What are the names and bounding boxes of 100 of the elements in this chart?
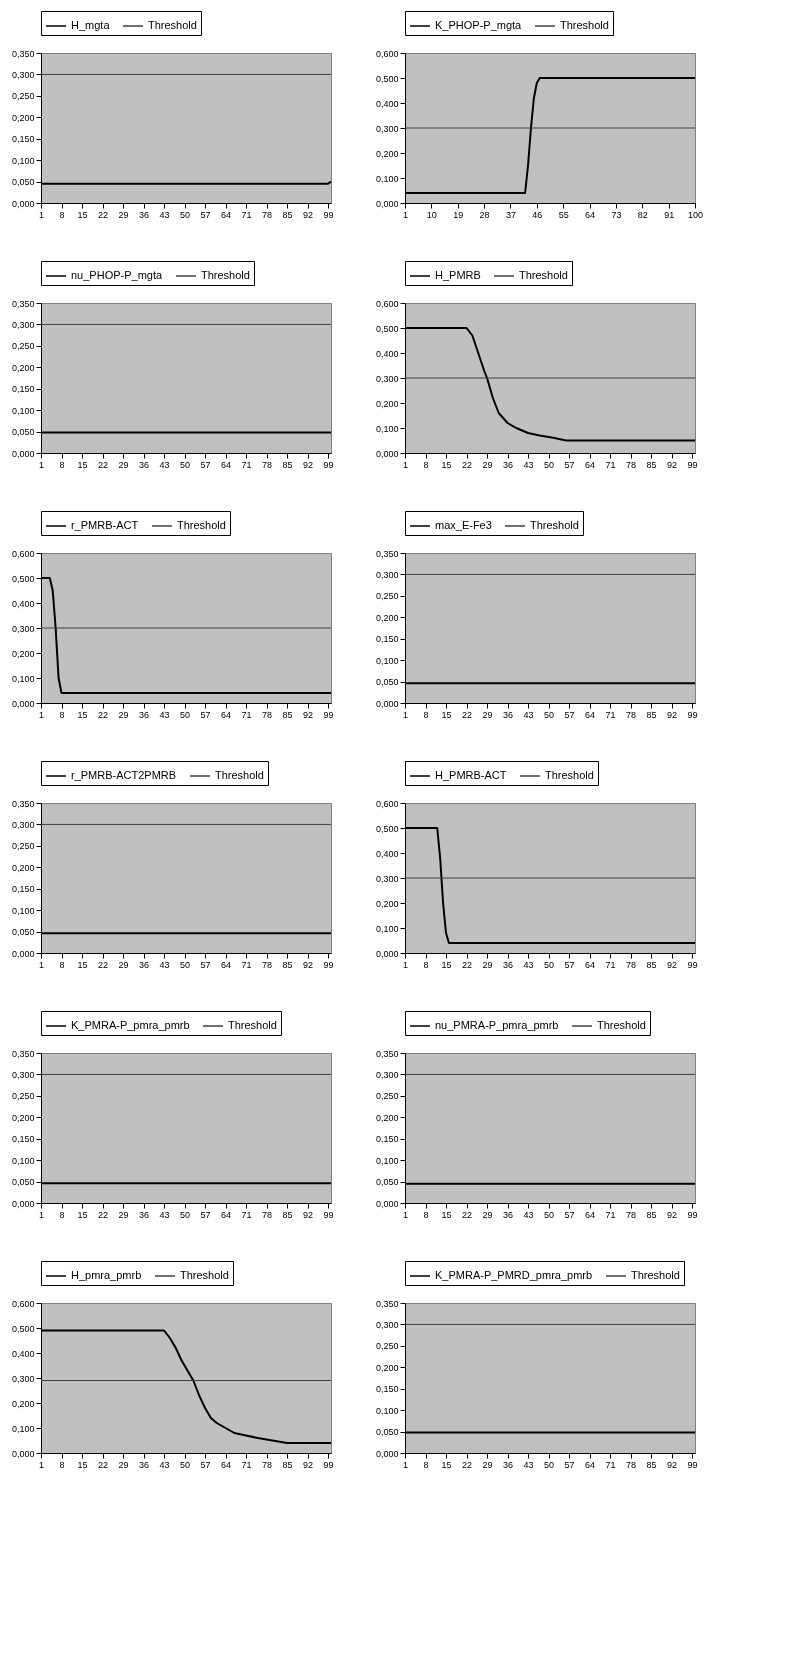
x-tick-label: 92 (303, 459, 314, 470)
x-tick-label: 64 (585, 209, 596, 220)
x-tick-label: 71 (605, 709, 616, 720)
x-tick-label: 1 (38, 709, 45, 720)
x-tick-label: 43 (523, 1209, 534, 1220)
x-tick-label: 57 (200, 209, 211, 220)
y-tick-label: 0,500 (11, 573, 35, 584)
x-tick-label: 64 (221, 709, 232, 720)
y-tick-label: 0,050 (375, 677, 399, 688)
legend-label: Threshold (530, 519, 579, 531)
y-tick-label: 0,100 (375, 1405, 399, 1416)
legend-label: H_PMRB-ACT (435, 769, 507, 781)
x-tick-label: 50 (180, 709, 191, 720)
x-tick-label: 82 (637, 209, 648, 220)
x-tick-label: 85 (282, 209, 293, 220)
y-tick-label: 0,150 (11, 1134, 35, 1145)
y-tick-label: 0,100 (11, 1423, 35, 1434)
y-tick-label: 0,200 (11, 648, 35, 659)
x-tick-label: 50 (544, 1459, 555, 1470)
x-tick-label: 29 (118, 209, 129, 220)
y-tick-label: 0,350 (11, 298, 35, 309)
y-tick-label: 0,300 (375, 123, 399, 134)
x-tick-label: 64 (585, 959, 596, 970)
x-tick-label: 50 (544, 959, 555, 970)
x-tick-label: 19 (453, 209, 464, 220)
y-tick-label: 0,200 (11, 1112, 35, 1123)
x-tick-label: 15 (77, 459, 88, 470)
x-tick-label: 8 (59, 459, 65, 470)
legend-label: r_PMRB-ACT (71, 519, 139, 531)
x-tick-label: 55 (558, 209, 569, 220)
x-tick-label: 8 (423, 1459, 429, 1470)
y-tick-label: 0,350 (375, 1298, 399, 1309)
y-tick-label: 0,150 (11, 884, 35, 895)
y-tick-label: 0,250 (11, 91, 35, 102)
x-tick-label: 15 (77, 1459, 88, 1470)
x-tick-label: 46 (532, 209, 543, 220)
y-tick-label: 0,000 (375, 698, 399, 709)
y-tick-label: 0,600 (11, 1298, 35, 1309)
x-tick-label: 100 (687, 209, 704, 220)
x-tick-label: 50 (544, 459, 555, 470)
x-tick-label: 22 (98, 709, 109, 720)
x-tick-label: 99 (687, 1459, 698, 1470)
x-tick-label: 8 (59, 209, 65, 220)
x-tick-label: 71 (241, 1209, 252, 1220)
x-tick-label: 78 (262, 959, 273, 970)
x-tick-label: 1 (402, 959, 409, 970)
x-tick-label: 71 (241, 209, 252, 220)
x-tick-label: 22 (462, 1459, 473, 1470)
x-tick-label: 29 (118, 1209, 129, 1220)
legend-label: Threshold (560, 19, 609, 31)
x-tick-label: 36 (503, 1459, 514, 1470)
x-tick-label: 22 (98, 209, 109, 220)
x-tick-label: 1 (402, 459, 409, 470)
legend-label: nu_PMRA-P_pmra_pmrb (435, 1019, 559, 1031)
y-tick-label: 0,300 (375, 373, 399, 384)
x-tick-label: 92 (303, 1209, 314, 1220)
legend-label: Threshold (631, 1269, 680, 1281)
y-tick-label: 0,150 (375, 1384, 399, 1395)
x-tick-label: 15 (441, 1459, 452, 1470)
y-tick-label: 0,000 (11, 698, 35, 709)
x-tick-label: 1 (402, 709, 409, 720)
y-tick-label: 0,300 (11, 819, 35, 830)
y-tick-label: 0,300 (11, 1069, 35, 1080)
y-tick-label: 0,100 (375, 173, 399, 184)
y-tick-label: 0,400 (375, 848, 399, 859)
x-tick-label: 50 (180, 1459, 191, 1470)
x-tick-label: 78 (626, 959, 637, 970)
x-tick-label: 85 (646, 959, 657, 970)
x-tick-label: 36 (503, 1209, 514, 1220)
legend-label: H_pmra_pmrb (71, 1269, 142, 1281)
y-tick-label: 0,000 (11, 1198, 35, 1209)
x-tick-label: 43 (523, 1459, 534, 1470)
x-tick-label: 78 (262, 1459, 273, 1470)
y-tick-label: 0,300 (11, 69, 35, 80)
x-tick-label: 29 (482, 1459, 493, 1470)
x-tick-label: 36 (139, 709, 150, 720)
x-tick-label: 1 (38, 1209, 45, 1220)
x-tick-label: 85 (282, 459, 293, 470)
x-tick-label: 99 (687, 709, 698, 720)
x-tick-label: 50 (180, 459, 191, 470)
y-tick-label: 0,200 (11, 112, 35, 123)
legend-label: Threshold (228, 1019, 277, 1031)
x-tick-label: 99 (323, 459, 334, 470)
x-tick-label: 36 (503, 459, 514, 470)
y-tick-label: 0,200 (375, 612, 399, 623)
x-tick-label: 50 (544, 1209, 555, 1220)
x-tick-label: 15 (77, 959, 88, 970)
x-tick-label: 8 (423, 459, 429, 470)
y-tick-label: 0,350 (11, 48, 35, 59)
x-tick-label: 78 (626, 1209, 637, 1220)
x-tick-label: 29 (482, 459, 493, 470)
x-tick-label: 85 (646, 459, 657, 470)
y-tick-label: 0,200 (375, 1112, 399, 1123)
y-tick-label: 0,100 (11, 905, 35, 916)
x-tick-label: 71 (605, 459, 616, 470)
x-tick-label: 50 (180, 959, 191, 970)
x-tick-label: 78 (626, 709, 637, 720)
y-tick-label: 0,100 (375, 1155, 399, 1166)
x-tick-label: 36 (503, 959, 514, 970)
x-tick-label: 29 (482, 1209, 493, 1220)
